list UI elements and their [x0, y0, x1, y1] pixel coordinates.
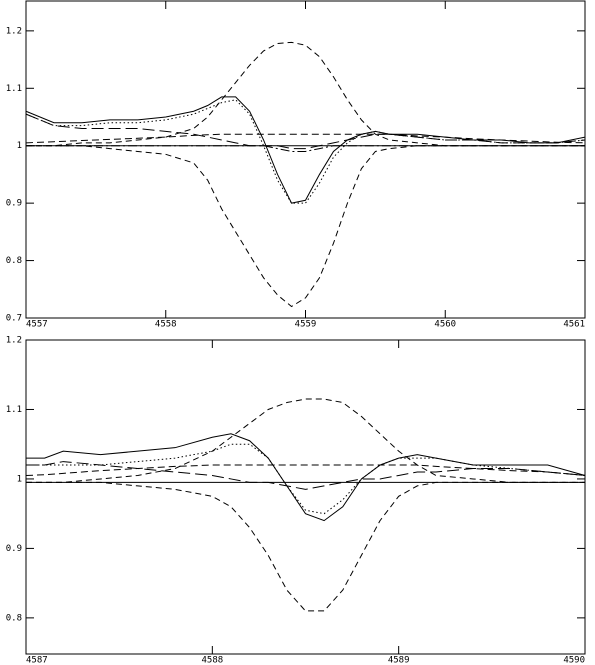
y-tick-label: 0.9 [6, 199, 22, 209]
series-line [26, 41, 585, 147]
y-tick-label: 1.1 [6, 405, 22, 415]
plot-frame [25, 339, 586, 655]
x-tick-label: 4558 [155, 320, 177, 330]
series-line [25, 133, 586, 144]
x-tick-label: 4590 [563, 656, 585, 665]
y-tick-label: 1.2 [6, 26, 22, 36]
y-tick-label: 1.1 [6, 84, 22, 94]
series-line [26, 461, 586, 490]
series-line [26, 481, 585, 612]
y-tick-label: 0.9 [6, 544, 22, 554]
series-line [25, 99, 586, 204]
series-line [25, 96, 586, 204]
x-tick-label: 4560 [434, 320, 456, 330]
series-line [25, 464, 586, 476]
y-tick-label: 1.2 [6, 336, 22, 346]
y-tick-label: 0.8 [6, 256, 22, 266]
x-tick-label: 4557 [26, 320, 48, 330]
plot-frame [25, 0, 586, 319]
y-tick-label: 1 [17, 474, 22, 484]
x-tick-label: 4561 [563, 320, 585, 330]
series-line [26, 145, 585, 308]
x-tick-label: 4559 [295, 320, 317, 330]
x-tick-label: 4588 [201, 656, 223, 665]
x-tick-label: 4589 [388, 656, 410, 665]
y-tick-label: 0.8 [6, 613, 22, 623]
x-tick-label: 4587 [26, 656, 48, 665]
y-tick-label: 0.7 [6, 314, 22, 324]
series-line [26, 443, 586, 515]
series-line [26, 433, 586, 522]
series-line [26, 145, 585, 152]
y-tick-label: 1 [17, 141, 22, 151]
series-line [25, 113, 586, 150]
